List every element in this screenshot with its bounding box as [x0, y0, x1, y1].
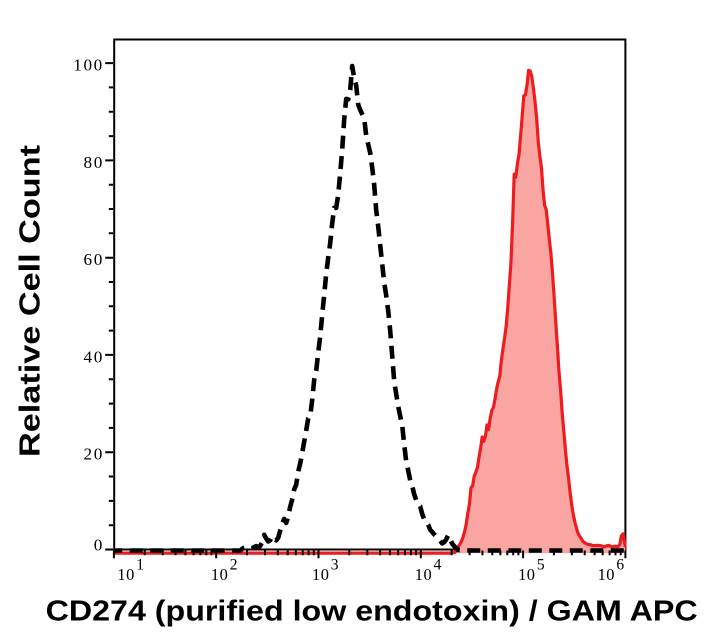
- svg-text:80: 80: [84, 153, 104, 172]
- svg-text:10: 10: [312, 565, 329, 584]
- svg-text:10: 10: [211, 565, 228, 584]
- svg-text:CD274 (purified low endotoxin): CD274 (purified low endotoxin) / GAM APC: [46, 596, 698, 628]
- svg-text:10: 10: [598, 565, 615, 584]
- svg-text:Relative Cell Count: Relative Cell Count: [14, 144, 46, 457]
- svg-text:6: 6: [616, 557, 624, 574]
- svg-text:2: 2: [230, 557, 238, 574]
- svg-text:3: 3: [331, 557, 339, 574]
- svg-text:100: 100: [73, 56, 104, 75]
- svg-text:0: 0: [94, 536, 104, 555]
- svg-text:20: 20: [84, 445, 104, 464]
- svg-text:10: 10: [415, 565, 432, 584]
- svg-text:10: 10: [518, 565, 535, 584]
- svg-text:1: 1: [136, 557, 144, 574]
- svg-text:40: 40: [84, 347, 104, 366]
- svg-text:5: 5: [537, 557, 545, 574]
- svg-text:4: 4: [434, 557, 442, 574]
- svg-text:60: 60: [84, 250, 104, 269]
- svg-text:10: 10: [117, 565, 134, 584]
